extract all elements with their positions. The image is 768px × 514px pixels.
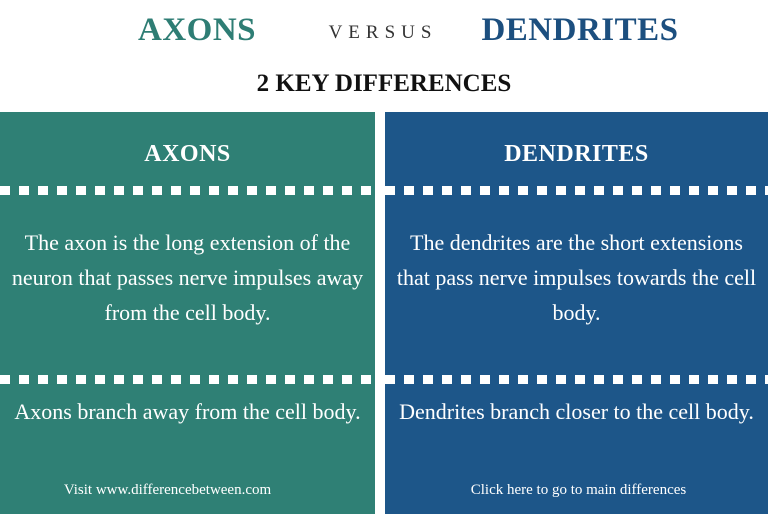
- dendrites-column: DENDRITES The dendrites are the short ex…: [385, 112, 768, 514]
- header: AXONS VERSUS DENDRITES 2 KEY DIFFERENCES: [0, 0, 768, 112]
- axons-branching: Axons branch away from the cell body.: [14, 399, 361, 424]
- visit-website-link[interactable]: Visit www.differencebetween.com: [63, 482, 272, 498]
- subtitle: 2 KEY DIFFERENCES: [256, 70, 512, 97]
- dashed-divider: [0, 186, 375, 195]
- axons-column: AXONS The axon is the long extension of …: [0, 112, 375, 514]
- dendrites-title: DENDRITES: [481, 12, 679, 48]
- dashed-divider: [385, 186, 768, 195]
- axons-column-heading: AXONS: [144, 141, 231, 167]
- dashed-divider: [0, 375, 375, 384]
- dashed-divider: [385, 375, 768, 384]
- dendrites-definition: The dendrites are the short extensions t…: [396, 230, 757, 325]
- versus-label: VERSUS: [328, 22, 438, 43]
- dendrites-column-heading: DENDRITES: [504, 141, 649, 167]
- main-differences-link[interactable]: Click here to go to main differences: [470, 482, 687, 498]
- axons-definition: The axon is the long extension of the ne…: [11, 230, 364, 325]
- dendrites-branching: Dendrites branch closer to the cell body…: [399, 399, 754, 424]
- axons-title: AXONS: [137, 12, 257, 48]
